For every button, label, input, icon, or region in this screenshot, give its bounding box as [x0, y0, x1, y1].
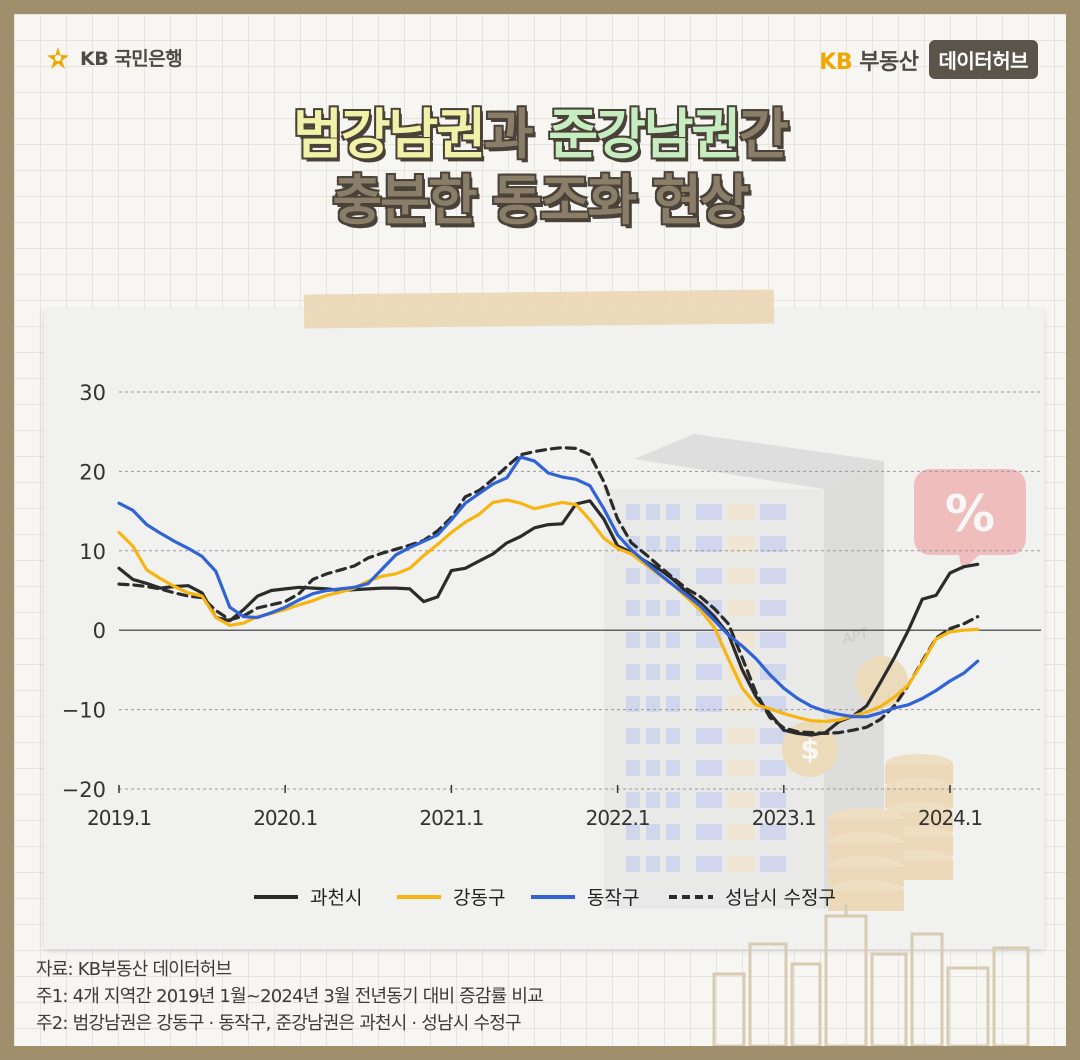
chart-legend: 과천시 강동구 동작구 성남시 수정구 [254, 887, 836, 909]
infographic-frame: KB 국민은행 KB 부동산 데이터허브 범강남권과 준강남권간 충분한 동조화… [14, 14, 1066, 1046]
line-chart: APT% $ 30 20 10 0 −10 −20 2019.1 2020.1 2021.1 202… [62, 381, 1041, 911]
coin-stack [828, 856, 904, 878]
coin-stack [828, 808, 904, 830]
x-tick-label: 2023.1 [752, 806, 816, 830]
legend-label: 강동구 [453, 887, 505, 909]
page-title: 범강남권과 준강남권간 충분한 동조화 현상 [14, 102, 1066, 234]
x-tick-label: 2021.1 [419, 806, 483, 830]
kb-star-icon [47, 46, 69, 69]
title-connector: 과 [483, 103, 549, 166]
building-roof [634, 434, 884, 489]
y-tick-label: 30 [79, 381, 106, 405]
legend-label: 동작구 [587, 887, 639, 909]
y-tick-label: 0 [93, 619, 106, 643]
coin-symbol: $ [800, 733, 819, 766]
x-tick-label: 2022.1 [586, 806, 650, 830]
x-tick-label: 2019.1 [87, 806, 151, 830]
y-tick-label: −20 [62, 778, 106, 802]
chart-grid [119, 391, 1041, 711]
legend-label: 과천시 [310, 887, 362, 909]
footnotes: 자료: KB부동산 데이터허브 주1: 4개 지역간 2019년 1월~2024… [36, 956, 544, 1037]
coin-stack [828, 880, 904, 902]
x-tick-label: 2024.1 [918, 806, 982, 830]
title-line-1: 범강남권과 준강남권간 [14, 102, 1066, 168]
service-logo: KB 부동산 [819, 44, 919, 76]
kb-bank-logo: KB 국민은행 [44, 44, 183, 71]
y-tick-label: 10 [79, 540, 106, 564]
source-note: 자료: KB부동산 데이터허브 [36, 959, 232, 980]
building-label: APT [840, 625, 872, 648]
bank-name: KB 국민은행 [80, 48, 183, 70]
title-line-2: 충분한 동조화 현상 [332, 169, 749, 232]
service-name: 부동산 [859, 49, 919, 75]
x-tick-label: 2020.1 [253, 806, 317, 830]
kb-realestate-logo: KB 부동산 데이터허브 [819, 40, 1038, 79]
series-line-1 [117, 499, 980, 737]
chart-series [117, 446, 980, 737]
series-line-4 [117, 446, 980, 735]
chart-axes: 30 20 10 0 −10 −20 2019.1 2020.1 2021.1 2022.1 202… [62, 381, 1041, 830]
series-line-3 [117, 455, 980, 719]
coin-stack [828, 832, 904, 854]
datahub-badge: 데이터허브 [928, 40, 1038, 79]
title-beomgangnam: 범강남권 [293, 103, 486, 166]
chart-paper: APT% $ 30 20 10 0 −10 −20 2019.1 2020.1 2021.1 202… [44, 309, 1044, 949]
footnote-2: 주2: 범강남권은 강동구 · 동작구, 준강남권은 과천시 · 성남시 수정구 [36, 1013, 522, 1034]
city-skyline-illustration [712, 904, 1030, 1046]
legend-label: 성남시 수정구 [725, 887, 836, 909]
percent-icon: % [945, 485, 995, 543]
percent-sign-illustration [914, 469, 1026, 555]
y-tick-label: −10 [62, 699, 106, 723]
tape-decoration [303, 289, 775, 329]
footnote-1: 주1: 4개 지역간 2019년 1월~2024년 3월 전년동기 대비 증감률… [36, 986, 544, 1007]
service-kb: KB [819, 49, 853, 75]
title-gan: 간 [739, 103, 789, 166]
title-jungangnam: 준강남권 [548, 103, 741, 166]
y-tick-label: 20 [79, 460, 106, 484]
